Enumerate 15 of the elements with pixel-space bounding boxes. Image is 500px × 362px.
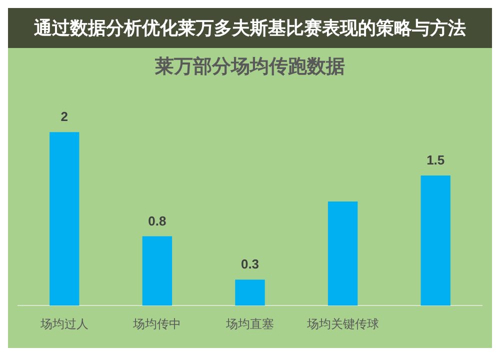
data-label: 0.8 (148, 213, 166, 228)
chart-title: 莱万部分场均传跑数据 (154, 55, 345, 78)
data-label: 2 (60, 109, 68, 124)
x-tick-label: 场均过人 (39, 316, 88, 331)
text: 通过数据分析优化莱万多夫斯基比赛表现的策略与方法 (8, 8, 492, 48)
x-tick-label: 场均传中 (132, 316, 182, 331)
bar (235, 280, 265, 306)
x-tick-label: 场均关键传球 (306, 316, 379, 331)
bar (420, 176, 450, 306)
x-tick-label: 场均直塞 (225, 316, 274, 331)
data-label: 1.5 (426, 152, 445, 168)
bar (142, 236, 172, 306)
bar (328, 202, 358, 306)
bar (50, 132, 80, 306)
data-label: 0.3 (240, 256, 260, 272)
